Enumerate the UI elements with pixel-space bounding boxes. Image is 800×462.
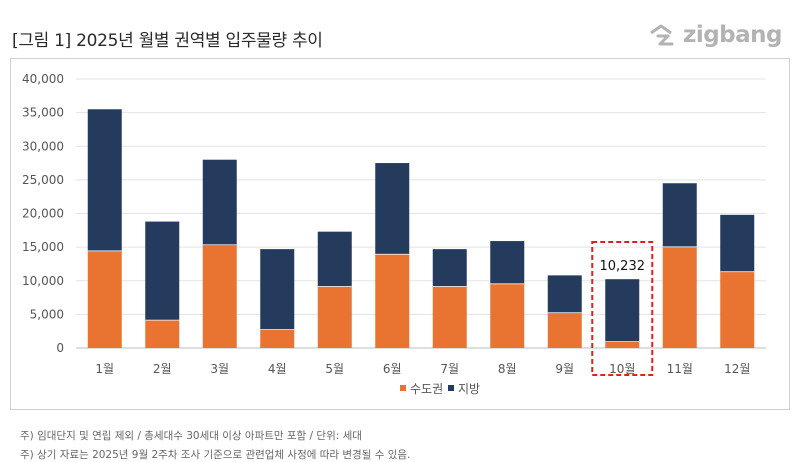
legend-label: 지방 bbox=[458, 382, 480, 396]
footnote-2: 주) 상기 자료는 2025년 9월 2주차 조사 기준으로 관련업체 사정에 … bbox=[20, 447, 410, 462]
bar-capital bbox=[548, 312, 582, 348]
x-tick-label: 4월 bbox=[268, 362, 287, 376]
bar-regional bbox=[605, 279, 639, 341]
x-tick-label: 7월 bbox=[440, 362, 459, 376]
legend-label: 수도권 bbox=[410, 382, 443, 396]
x-tick-label: 6월 bbox=[383, 362, 402, 376]
y-tick-label: 20,000 bbox=[22, 207, 64, 221]
y-tick-label: 30,000 bbox=[22, 139, 64, 153]
bar-capital bbox=[433, 286, 467, 348]
bar-capital bbox=[375, 254, 409, 348]
bar-capital bbox=[318, 286, 352, 348]
y-tick-label: 10,000 bbox=[22, 274, 64, 288]
bar-regional bbox=[433, 249, 467, 286]
bar-regional bbox=[318, 232, 352, 286]
bar-capital bbox=[260, 329, 294, 348]
bar-regional bbox=[145, 222, 179, 320]
bar-regional bbox=[490, 241, 524, 283]
bar-capital bbox=[605, 341, 639, 348]
x-tick-label: 10월 bbox=[609, 362, 635, 376]
bar-capital bbox=[203, 244, 237, 348]
y-tick-label: 5,000 bbox=[30, 307, 64, 321]
bar-regional bbox=[203, 160, 237, 245]
bar-regional bbox=[260, 249, 294, 329]
bar-regional bbox=[663, 183, 697, 246]
x-tick-label: 2월 bbox=[153, 362, 172, 376]
y-tick-label: 25,000 bbox=[22, 173, 64, 187]
x-tick-label: 5월 bbox=[325, 362, 344, 376]
y-tick-label: 35,000 bbox=[22, 106, 64, 120]
bar-regional bbox=[720, 215, 754, 271]
x-tick-label: 8월 bbox=[498, 362, 517, 376]
x-tick-label: 9월 bbox=[555, 362, 574, 376]
y-tick-label: 0 bbox=[56, 341, 64, 355]
x-tick-label: 11월 bbox=[667, 362, 693, 376]
bar-regional bbox=[548, 275, 582, 312]
bar-regional bbox=[375, 163, 409, 254]
y-tick-label: 15,000 bbox=[22, 240, 64, 254]
footnote-1: 주) 임대단지 및 연립 제외 / 총세대수 30세대 이상 아파트만 포함 /… bbox=[20, 428, 362, 443]
y-tick-label: 40,000 bbox=[22, 72, 64, 86]
bar-capital bbox=[145, 320, 179, 348]
bar-capital bbox=[490, 283, 524, 348]
legend-swatch bbox=[448, 385, 454, 391]
bar-regional bbox=[88, 109, 122, 250]
bar-capital bbox=[663, 246, 697, 348]
x-tick-label: 12월 bbox=[724, 362, 750, 376]
bar-capital bbox=[720, 271, 754, 348]
x-tick-label: 1월 bbox=[95, 362, 114, 376]
annotation-label: 10,232 bbox=[600, 259, 646, 274]
x-tick-label: 3월 bbox=[210, 362, 229, 376]
legend-swatch bbox=[400, 385, 406, 391]
bar-capital bbox=[88, 250, 122, 348]
